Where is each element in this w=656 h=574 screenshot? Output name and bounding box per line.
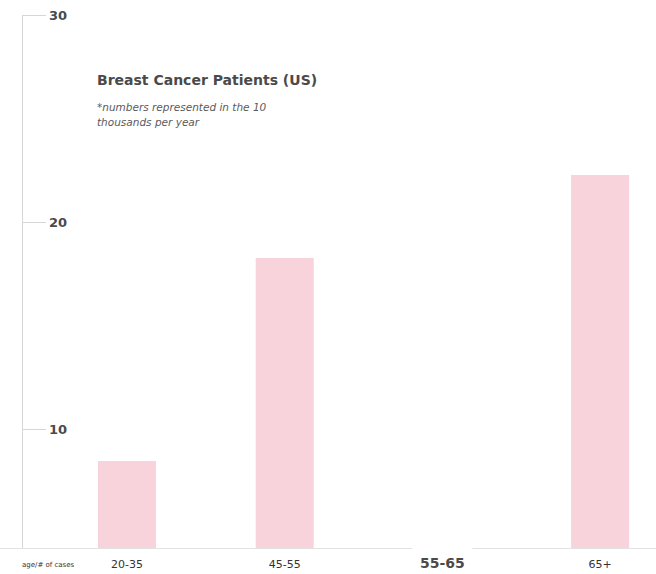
- bar: [256, 258, 314, 548]
- y-tick-label: 30: [49, 8, 67, 23]
- y-tick: [22, 15, 46, 16]
- baseline: [0, 548, 656, 549]
- x-tick-label: 45-55: [269, 558, 301, 571]
- y-tick: [22, 222, 46, 223]
- y-tick-label: 20: [49, 215, 67, 230]
- y-tick-label: 10: [49, 422, 67, 437]
- x-axis-label: age/# of cases: [22, 561, 75, 569]
- bars: [98, 175, 629, 548]
- bar: [98, 461, 156, 548]
- label-backdrop: [412, 544, 472, 570]
- y-axis: [22, 15, 23, 548]
- subtitle: *numbers represented in the 10 thousands…: [97, 100, 287, 130]
- x-tick-label: 65+: [588, 558, 611, 571]
- x-tick-label: 55-65: [420, 555, 465, 571]
- title: Breast Cancer Patients (US): [97, 72, 317, 88]
- x-tick-label: 20-35: [111, 558, 143, 571]
- y-tick: [22, 429, 46, 430]
- bar: [571, 175, 629, 548]
